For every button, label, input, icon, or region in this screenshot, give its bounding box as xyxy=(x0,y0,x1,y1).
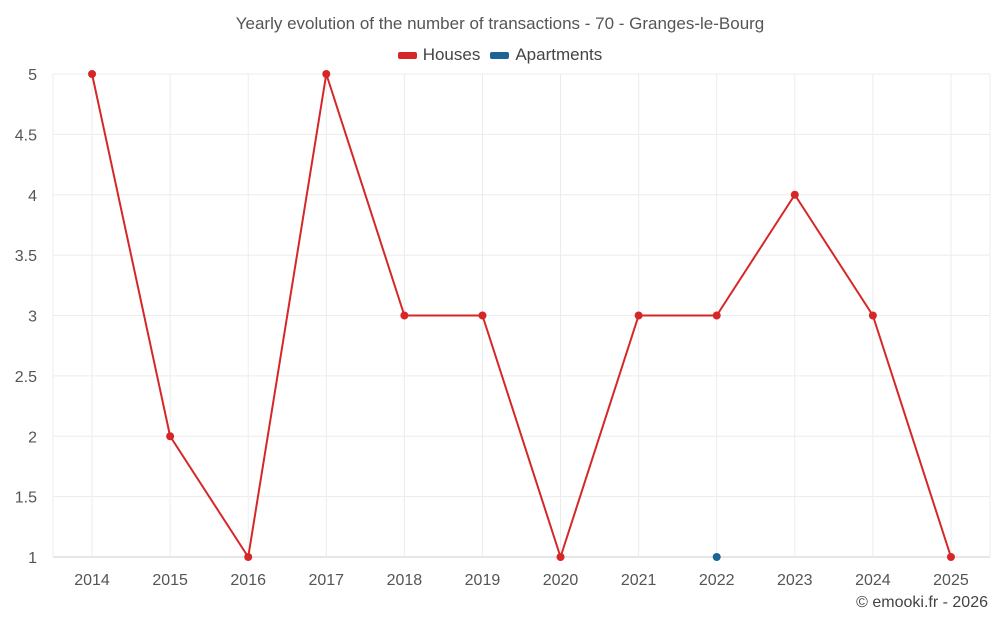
data-point-houses[interactable] xyxy=(400,311,409,320)
x-tick-label: 2015 xyxy=(152,572,188,589)
chart-legend: Houses Apartments xyxy=(0,45,1000,65)
x-tick-label: 2018 xyxy=(387,572,423,589)
legend-item-houses[interactable]: Houses xyxy=(397,45,481,65)
data-point-houses[interactable] xyxy=(712,311,721,320)
data-point-houses[interactable] xyxy=(244,553,253,561)
data-point-houses[interactable] xyxy=(166,432,175,441)
data-point-houses[interactable] xyxy=(634,311,643,320)
x-tick-label: 2019 xyxy=(465,572,501,589)
x-tick-label: 2020 xyxy=(543,572,579,589)
y-tick-label: 1 xyxy=(28,550,37,567)
legend-swatch-houses xyxy=(397,51,417,59)
y-tick-label: 2 xyxy=(28,429,37,446)
data-point-houses[interactable] xyxy=(88,70,97,78)
data-point-houses[interactable] xyxy=(946,553,955,561)
data-point-houses[interactable] xyxy=(556,553,565,561)
data-point-houses[interactable] xyxy=(790,190,799,199)
y-tick-label: 4.5 xyxy=(15,127,37,144)
y-tick-label: 2.5 xyxy=(15,369,37,386)
grid-lines xyxy=(52,73,991,558)
x-tick-label: 2023 xyxy=(777,572,813,589)
x-tick-label: 2014 xyxy=(74,572,110,589)
legend-label-apartments: Apartments xyxy=(515,45,603,64)
x-tick-label: 2016 xyxy=(230,572,266,589)
data-point-houses[interactable] xyxy=(478,311,487,320)
credit-text: © emooki.fr - 2026 xyxy=(856,594,988,611)
series-line-houses xyxy=(91,73,952,558)
x-tick-label: 2025 xyxy=(933,572,969,589)
y-tick-label: 5 xyxy=(28,67,37,84)
legend-swatch-apartments xyxy=(490,51,510,59)
y-axis: 1 1.5 2 2.5 3 3.5 4 4.5 5 xyxy=(15,67,37,567)
y-tick-label: 1.5 xyxy=(15,490,37,507)
x-tick-label: 2021 xyxy=(621,572,657,589)
data-point-houses[interactable] xyxy=(322,70,331,78)
y-tick-label: 4 xyxy=(28,188,37,205)
legend-item-apartments[interactable]: Apartments xyxy=(490,45,602,65)
legend-label-houses: Houses xyxy=(422,45,481,64)
x-axis: 2014 2015 2016 2017 2018 2019 2020 2021 2022 2023… xyxy=(74,572,969,589)
x-tick-label: 2017 xyxy=(308,572,344,589)
data-point-apartments[interactable] xyxy=(712,553,721,561)
data-point-houses[interactable] xyxy=(868,311,877,320)
plot-area xyxy=(88,70,955,561)
x-tick-label: 2022 xyxy=(699,572,735,589)
y-tick-label: 3 xyxy=(28,309,37,326)
chart-title: Yearly evolution of the number of transa… xyxy=(235,14,765,33)
y-tick-label: 3.5 xyxy=(15,248,37,265)
x-tick-label: 2024 xyxy=(855,572,891,589)
